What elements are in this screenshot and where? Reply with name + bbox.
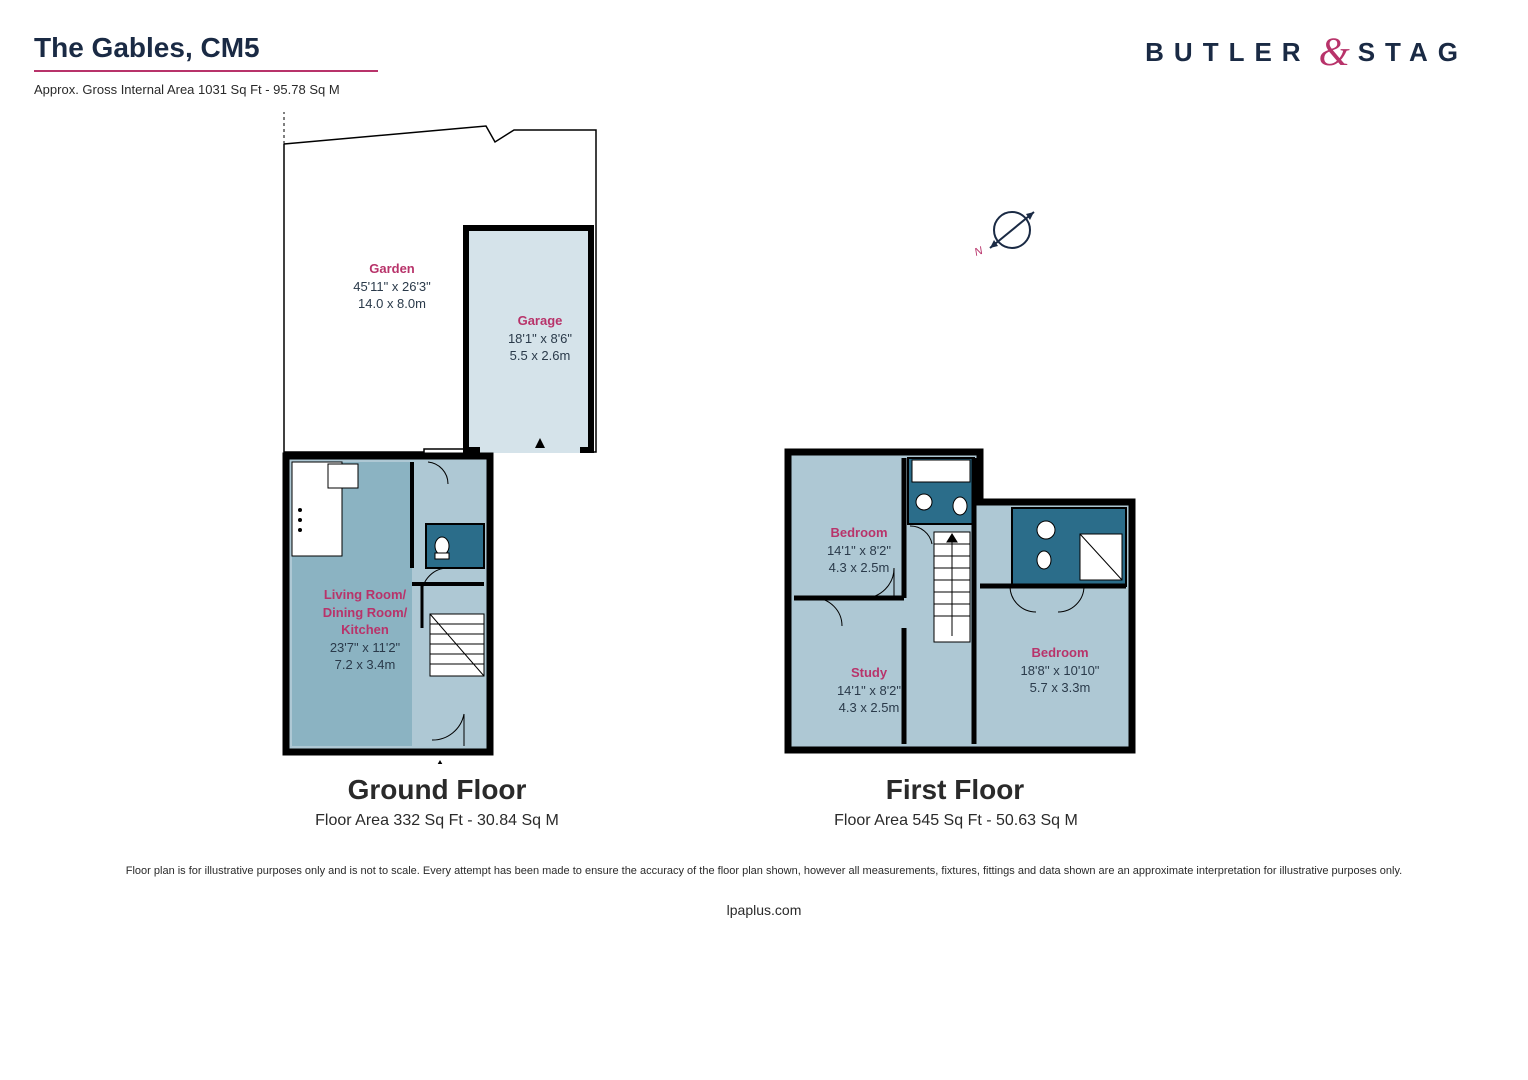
brand-word-2: STAG xyxy=(1358,37,1468,68)
first-floor-label: First Floor xyxy=(810,774,1100,806)
first-floor-plan xyxy=(784,448,1144,760)
ground-floor-area: Floor Area 332 Sq Ft ‑ 30.84 Sq M xyxy=(292,812,582,830)
brand-logo: BUTLER & STAG xyxy=(1145,36,1468,68)
first-floor-area: Floor Area 545 Sq Ft ‑ 50.63 Sq M xyxy=(786,812,1126,830)
title-underline xyxy=(34,70,378,72)
svg-text:N: N xyxy=(973,245,985,259)
brand-ampersand-icon: & xyxy=(1319,36,1350,68)
disclaimer-text: Floor plan is for illustrative purposes … xyxy=(94,864,1434,879)
ground-floor-label: Ground Floor xyxy=(292,774,582,806)
site-link: lpaplus.com xyxy=(727,902,802,918)
brand-word-1: BUTLER xyxy=(1145,37,1310,68)
page-title: The Gables, CM5 xyxy=(34,32,260,64)
ground-floor-plan xyxy=(280,104,610,764)
compass-icon: N xyxy=(968,200,1048,270)
page-subtitle: Approx. Gross Internal Area 1031 Sq Ft ‑… xyxy=(34,82,340,97)
